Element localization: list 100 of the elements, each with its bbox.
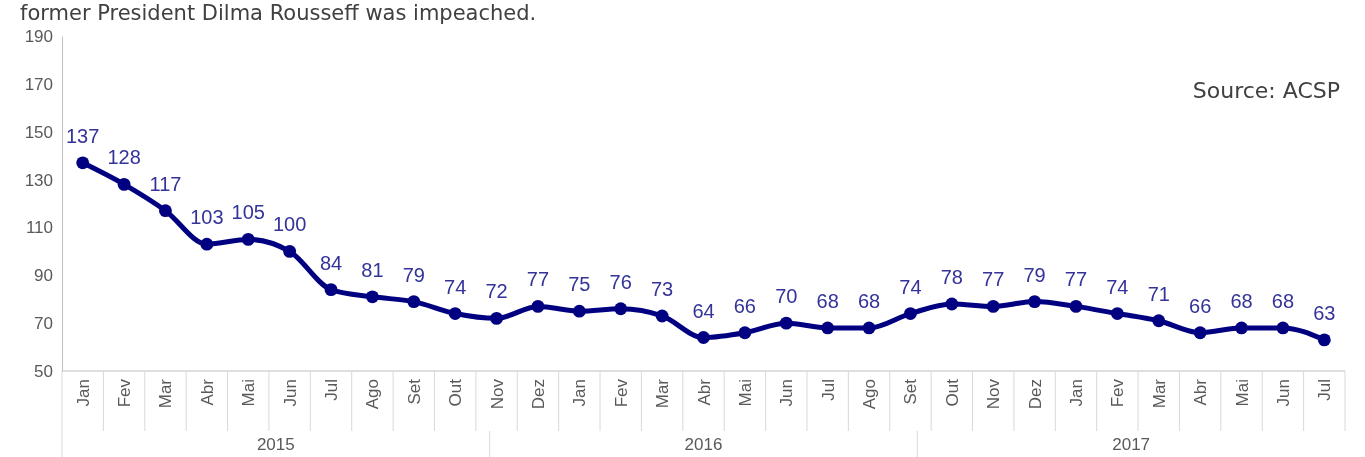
data-label: 71 <box>1147 282 1170 305</box>
data-label: 128 <box>107 146 141 169</box>
point <box>1317 333 1331 347</box>
point <box>117 177 131 191</box>
x-tick-label: Nov <box>487 378 507 410</box>
x-tick-label: Abr <box>1191 378 1211 406</box>
data-label: 66 <box>733 294 757 317</box>
point <box>365 290 379 304</box>
x-tick-label: Jul <box>818 379 838 401</box>
point <box>407 295 421 309</box>
data-label: 103 <box>190 206 224 229</box>
point <box>76 156 90 170</box>
x-tick-label: Jun <box>1273 379 1293 407</box>
y-tick-label: 190 <box>24 26 53 46</box>
data-label: 76 <box>609 270 632 293</box>
chart-title: former President Dilma Rousseff was impeached. <box>20 1 537 25</box>
x-tick-label: Jan <box>570 379 590 407</box>
data-label: 68 <box>1271 289 1295 312</box>
x-tick-label: Mai <box>1232 379 1252 407</box>
x-tick-label: Mai <box>239 379 259 407</box>
x-tick-label: Out <box>942 378 962 407</box>
data-label: 79 <box>1023 263 1046 286</box>
x-tick-label: Jan <box>1066 379 1086 407</box>
point <box>697 331 710 344</box>
data-label: 68 <box>1230 289 1253 312</box>
x-tick-label: Mar <box>1149 378 1169 409</box>
point <box>324 283 338 297</box>
data-label: 74 <box>1106 275 1129 298</box>
data-label: 74 <box>899 275 922 298</box>
data-label: 68 <box>816 289 839 312</box>
x-tick-label: Fev <box>611 378 631 408</box>
data-label: 84 <box>319 251 343 274</box>
point <box>779 316 793 330</box>
point <box>1069 299 1083 313</box>
x-tick-label: Ago <box>363 379 383 410</box>
data-label: 66 <box>1189 294 1212 317</box>
point <box>283 244 297 258</box>
point <box>1193 326 1207 340</box>
x-tick-label: Mar <box>653 378 673 409</box>
point <box>1235 321 1248 335</box>
x-tick-label: Jun <box>777 379 797 407</box>
y-tick-label: 130 <box>24 170 53 190</box>
point <box>945 297 959 311</box>
point <box>1110 307 1124 320</box>
data-label: 81 <box>361 258 384 281</box>
x-tick-label: Abr <box>197 378 217 406</box>
data-label: 68 <box>857 289 881 312</box>
point <box>241 232 255 246</box>
point <box>531 299 545 313</box>
data-label: 63 <box>1313 301 1336 324</box>
data-label: 77 <box>1064 268 1088 291</box>
x-tick-label: Mai <box>735 379 755 407</box>
text: 2017 <box>1112 435 1151 454</box>
annotation: Source: ACSP <box>1192 78 1340 103</box>
point <box>738 326 752 340</box>
x-tick-label: Nov <box>984 378 1004 410</box>
data-label: 105 <box>231 201 265 224</box>
x-tick-label: Dez <box>1025 379 1045 410</box>
x-tick-label: Set <box>901 378 921 405</box>
y-tick-label: 150 <box>24 122 53 142</box>
point <box>904 307 917 320</box>
point <box>1152 314 1166 328</box>
data-label: 64 <box>692 299 715 322</box>
point <box>862 321 876 335</box>
point <box>614 302 628 316</box>
data-label: 78 <box>940 266 963 288</box>
y-tick-label: 50 <box>34 361 53 381</box>
x-tick-label: Fev <box>115 378 135 408</box>
point <box>572 304 586 318</box>
point <box>159 204 172 218</box>
point <box>200 237 214 251</box>
y-tick-label: 90 <box>34 266 53 286</box>
point <box>821 321 835 335</box>
data-label: 75 <box>568 273 591 296</box>
point <box>1276 321 1290 335</box>
point <box>448 307 462 320</box>
x-tick-label: Jan <box>73 379 93 407</box>
point <box>1028 295 1042 309</box>
y-tick-label: 170 <box>24 74 53 94</box>
data-label: 72 <box>485 280 508 303</box>
x-tick-label: Ago <box>860 379 880 410</box>
x-tick-label: Set <box>404 378 424 405</box>
data-label: 137 <box>66 124 100 147</box>
data-label: 73 <box>650 277 674 300</box>
data-label: 117 <box>149 172 182 195</box>
x-tick-label: Fev <box>1108 378 1128 408</box>
y-tick-label: 70 <box>34 314 53 334</box>
x-tick-label: Dez <box>528 379 548 410</box>
x-tick-label: Jun <box>280 379 300 407</box>
x-tick-label: Jul <box>322 379 342 401</box>
data-label: 79 <box>402 263 425 286</box>
x-tick-label: Abr <box>694 378 714 406</box>
x-tick-label: Jul <box>1315 379 1335 401</box>
point <box>986 299 1000 313</box>
data-label: 77 <box>526 268 550 291</box>
x-tick-label: Mar <box>156 378 176 409</box>
data-label: 70 <box>775 285 798 308</box>
text: 2015 <box>256 435 295 454</box>
text: 2016 <box>684 435 723 454</box>
data-label: 74 <box>444 275 467 298</box>
